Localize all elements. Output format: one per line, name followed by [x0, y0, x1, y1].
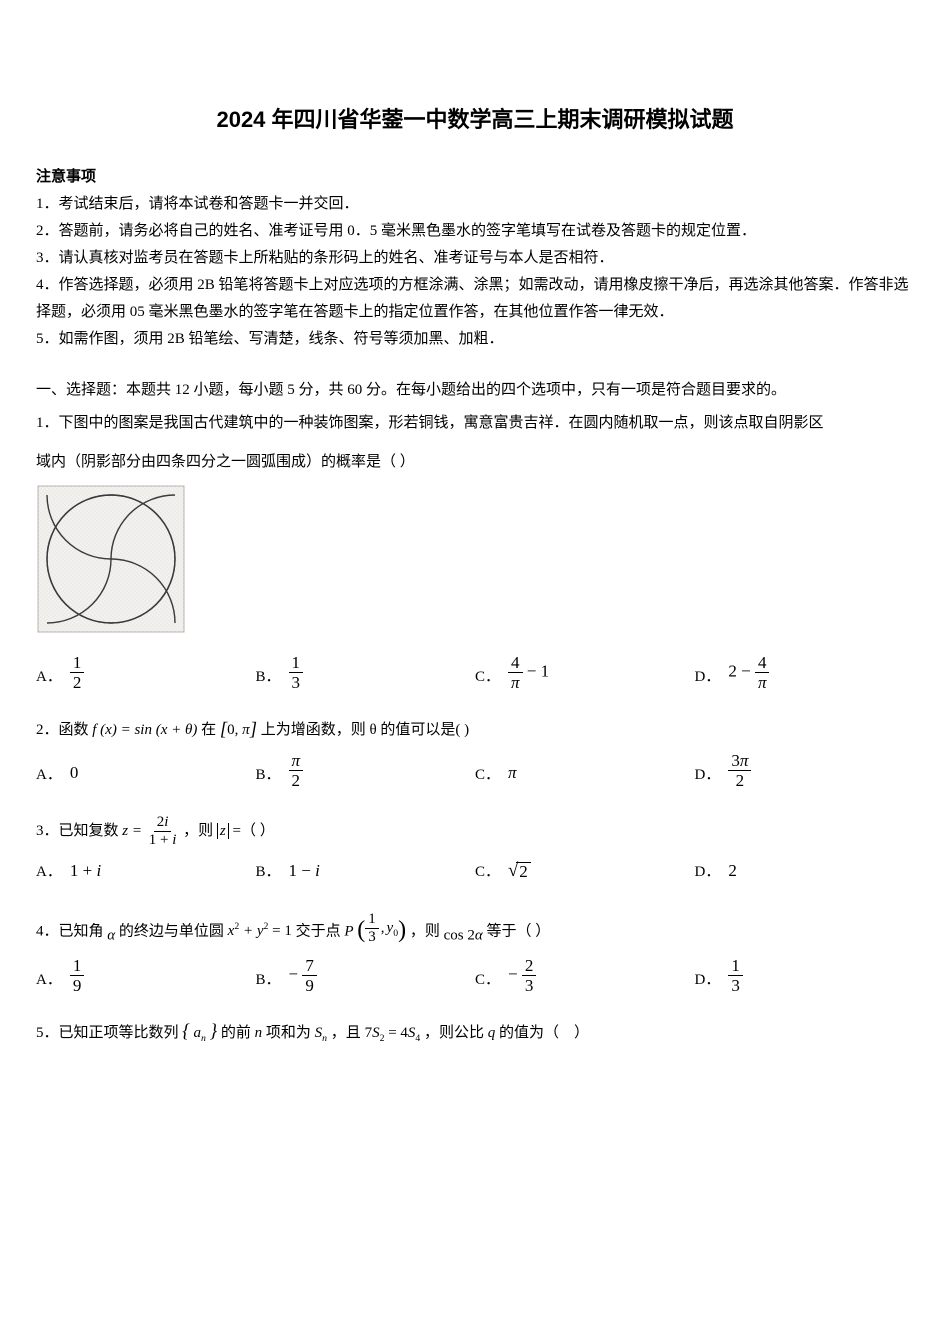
option-label: B．	[256, 664, 281, 691]
option-d-value: 3π2	[728, 752, 751, 789]
instruction-line: 4．作答选择题，必须用 2B 铅笔将答题卡上对应选项的方框涂满、涂黑；如需改动，…	[36, 272, 914, 326]
option-d-value: 13	[728, 957, 743, 994]
option-label: C．	[475, 967, 500, 994]
option-label: A．	[36, 664, 62, 691]
option-a: A． 0	[36, 758, 256, 789]
option-d: D． 13	[695, 957, 915, 994]
instruction-line: 5．如需作图，须用 2B 铅笔绘、写清楚，线条、符号等须加黑、加粗．	[36, 326, 914, 353]
option-a-value: 12	[70, 654, 85, 691]
instruction-line: 2．答题前，请务必将自己的姓名、准考证号用 0．5 毫米黑色墨水的签字笔填写在试…	[36, 218, 914, 245]
option-label: C．	[475, 664, 500, 691]
question-1-text-a: 1．下图中的图案是我国古代建筑中的一种装饰图案，形若铜钱，寓意富贵吉祥．在圆内随…	[36, 410, 914, 437]
question-5: 5．已知正项等比数列 { an } 的前 n 项和为 Sn ，且 7S2 = 4…	[36, 1020, 914, 1048]
instructions-block: 注意事项 1．考试结束后，请将本试卷和答题卡一并交回． 2．答题前，请务必将自己…	[36, 164, 914, 353]
option-a: A． 1 + i	[36, 856, 256, 887]
section-1-head: 一、选择题：本题共 12 小题，每小题 5 分，共 60 分。在每小题给出的四个…	[36, 377, 914, 404]
question-5-text: 5．已知正项等比数列 { an } 的前 n 项和为 Sn ，且 7S2 = 4…	[36, 1020, 914, 1048]
option-d-value: 2	[728, 856, 737, 887]
question-2: 2．函数 f (x) = sin (x + θ) 在 [0, π] 上为增函数，…	[36, 717, 914, 789]
option-a-value: 0	[70, 758, 79, 789]
question-4-options: A． 19 B． − 79 C． − 23 D． 13	[36, 957, 914, 994]
option-c: C． − 23	[475, 957, 695, 994]
option-label: A．	[36, 967, 62, 994]
option-b: B． − 79	[256, 957, 476, 994]
option-c: C． 4π − 1	[475, 654, 695, 691]
option-d: D． 2 − 4π	[695, 654, 915, 691]
option-c-value: π	[508, 758, 517, 789]
question-4: 4．已知角 α 的终边与单位圆 x2 + y2 = 1 交于点 P ( 13 ,…	[36, 912, 914, 994]
question-1: 1．下图中的图案是我国古代建筑中的一种装饰图案，形若铜钱，寓意富贵吉祥．在圆内随…	[36, 410, 914, 691]
option-label: C．	[475, 859, 500, 886]
question-1-figure	[36, 484, 914, 644]
option-label: D．	[695, 967, 721, 994]
question-1-text-b: 域内（阴影部分由四条四分之一圆弧围成）的概率是（ ）	[36, 449, 914, 476]
option-c: C． √2	[475, 856, 695, 887]
question-3-text: 3．已知复数 z = 2i1 + i ，则 z =（ ）	[36, 815, 914, 848]
option-label: A．	[36, 859, 62, 886]
question-1-options: A． 12 B． 13 C． 4π − 1 D． 2 − 4π	[36, 654, 914, 691]
option-a-value: 19	[70, 957, 85, 994]
option-c-value: − 23	[508, 957, 536, 994]
option-label: B．	[256, 967, 281, 994]
coin-pattern-icon	[36, 484, 186, 634]
option-b-value: − 79	[289, 957, 317, 994]
instruction-line: 1．考试结束后，请将本试卷和答题卡一并交回．	[36, 191, 914, 218]
option-b: B． 13	[256, 654, 476, 691]
option-label: B．	[256, 859, 281, 886]
option-b-value: π2	[289, 752, 304, 789]
option-c-value: 4π − 1	[508, 654, 549, 691]
option-b-value: 13	[289, 654, 304, 691]
option-label: D．	[695, 664, 721, 691]
option-d-value: 2 − 4π	[728, 654, 769, 691]
option-c: C． π	[475, 758, 695, 789]
option-b: B． 1 − i	[256, 856, 476, 887]
question-3-options: A． 1 + i B． 1 − i C． √2 D． 2	[36, 856, 914, 887]
question-3: 3．已知复数 z = 2i1 + i ，则 z =（ ） A． 1 + i B．…	[36, 815, 914, 887]
option-b-value: 1 − i	[289, 856, 320, 887]
option-c-value: √2	[508, 856, 531, 887]
question-4-text: 4．已知角 α 的终边与单位圆 x2 + y2 = 1 交于点 P ( 13 ,…	[36, 912, 914, 949]
option-label: D．	[695, 762, 721, 789]
option-label: B．	[256, 762, 281, 789]
question-2-options: A． 0 B． π2 C． π D． 3π2	[36, 752, 914, 789]
option-label: C．	[475, 762, 500, 789]
option-a-value: 1 + i	[70, 856, 101, 887]
instruction-line: 3．请认真核对监考员在答题卡上所粘贴的条形码上的姓名、准考证号与本人是否相符．	[36, 245, 914, 272]
option-d: D． 3π2	[695, 752, 915, 789]
option-d: D． 2	[695, 856, 915, 887]
option-a: A． 12	[36, 654, 256, 691]
option-label: A．	[36, 762, 62, 789]
question-2-text: 2．函数 f (x) = sin (x + θ) 在 [0, π] 上为增函数，…	[36, 717, 914, 744]
option-label: D．	[695, 859, 721, 886]
page-title: 2024 年四川省华蓥一中数学高三上期末调研模拟试题	[36, 100, 914, 140]
option-b: B． π2	[256, 752, 476, 789]
instructions-head: 注意事项	[36, 164, 914, 191]
option-a: A． 19	[36, 957, 256, 994]
